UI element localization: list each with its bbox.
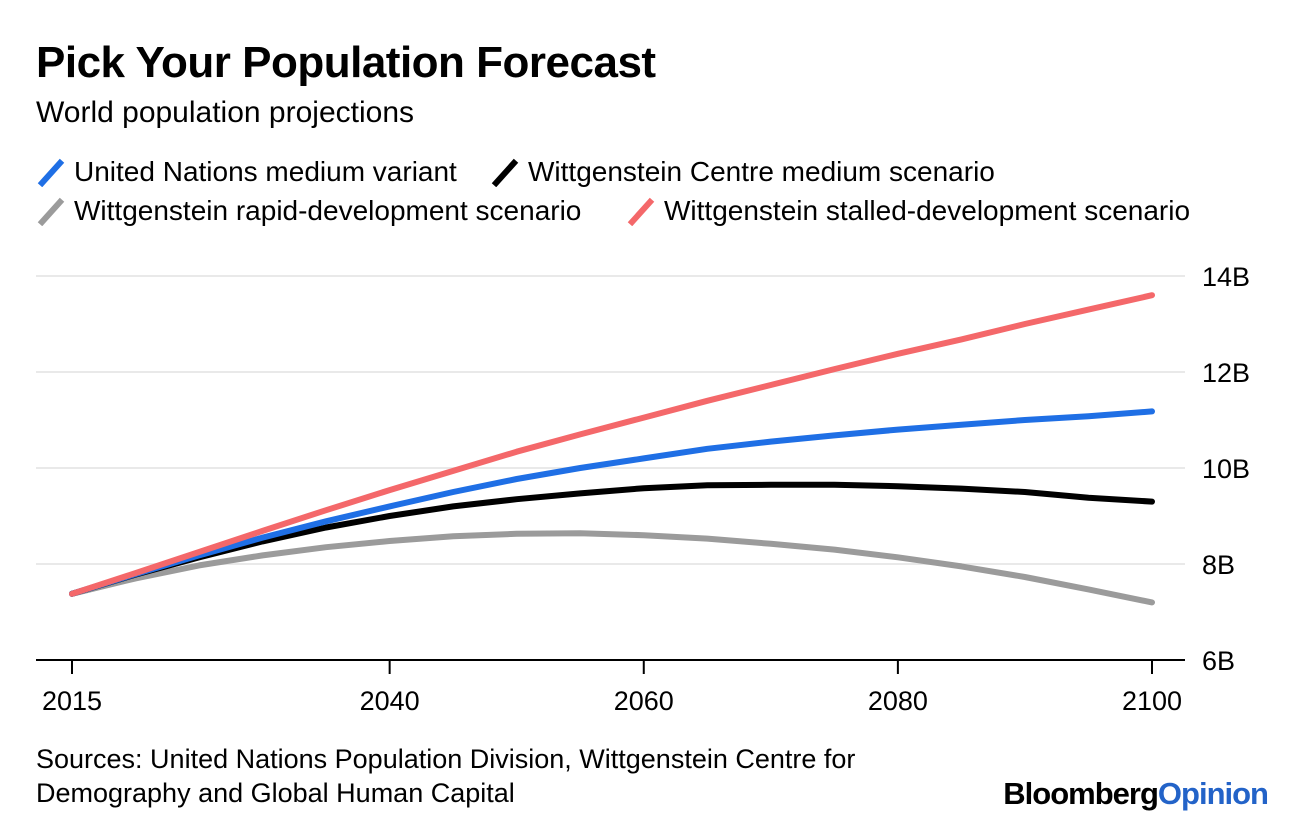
legend-label: Wittgenstein Centre medium scenario	[528, 156, 995, 187]
legend-swatch-icon	[36, 196, 66, 226]
y-tick-label: 10B	[1202, 454, 1250, 484]
x-tick-label: 2015	[42, 686, 102, 716]
legend-item-wc-stalled: Wittgenstein stalled-development scenari…	[626, 195, 1190, 227]
chart-title: Pick Your Population Forecast	[36, 38, 656, 87]
series-line-3	[69, 530, 1155, 606]
legend-label: United Nations medium variant	[74, 156, 457, 187]
y-tick-label: 6B	[1202, 646, 1235, 676]
y-tick-label: 8B	[1202, 550, 1235, 580]
source-note: Sources: United Nations Population Divis…	[36, 744, 856, 808]
brand-logo-part1: Bloomberg	[1003, 776, 1159, 811]
y-tick-label: 14B	[1202, 262, 1250, 292]
legend-item-wc-medium: Wittgenstein Centre medium scenario	[490, 156, 995, 188]
x-tick-label: 2080	[868, 686, 928, 716]
series-line-1	[69, 408, 1155, 597]
legend-item-un-medium: United Nations medium variant	[36, 156, 457, 188]
x-tick-label: 2040	[360, 686, 420, 716]
brand-logo: BloombergOpinion	[1003, 776, 1269, 812]
legend-item-wc-rapid: Wittgenstein rapid-development scenario	[36, 195, 581, 227]
chart-subtitle: World population projections	[36, 96, 415, 129]
legend-swatch-icon	[36, 157, 66, 187]
x-tick-label: 2100	[1122, 686, 1182, 716]
legend-swatch-icon	[490, 157, 520, 187]
legend-label: Wittgenstein rapid-development scenario	[74, 195, 582, 226]
series-line-2	[69, 481, 1155, 597]
legend-swatch-icon	[626, 196, 656, 226]
legend-label: Wittgenstein stalled-development scenari…	[664, 195, 1191, 226]
line-chart: 6B 8B 10B 12B 14B 2015 2040 2060 2080 2100	[36, 262, 1250, 716]
y-tick-label: 12B	[1202, 358, 1250, 388]
x-tick-label: 2060	[614, 686, 674, 716]
brand-logo-part2: Opinion	[1157, 776, 1269, 811]
series-line-4	[69, 292, 1155, 597]
